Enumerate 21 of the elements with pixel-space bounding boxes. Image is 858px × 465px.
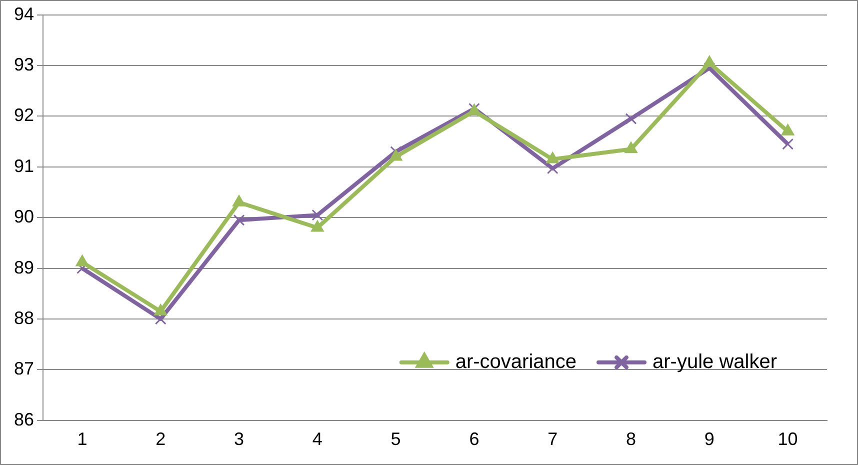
x-tick-label: 1 (77, 429, 88, 450)
y-tick-label: 89 (14, 257, 34, 278)
legend-label: ar-covariance (455, 350, 577, 373)
x-tick-label: 2 (156, 429, 166, 450)
y-tick-label: 86 (14, 409, 34, 430)
y-tick-label: 87 (14, 358, 34, 379)
y-tick-label: 94 (14, 4, 34, 24)
x-tick-label: 3 (234, 429, 244, 450)
x-tick-label: 6 (469, 429, 480, 450)
y-tick-label: 92 (14, 105, 34, 126)
legend-label: ar-yule walker (652, 350, 778, 373)
y-tick-label: 88 (14, 308, 34, 328)
x-tick-label: 9 (704, 429, 714, 450)
x-tick-label: 8 (626, 429, 636, 450)
x-tick-label: 7 (548, 429, 558, 450)
y-tick-label: 90 (14, 206, 34, 227)
x-tick-label: 5 (390, 429, 401, 450)
x-tick-label: 4 (312, 429, 322, 450)
y-tick-label: 91 (14, 156, 34, 176)
x-tick-label: 10 (778, 429, 798, 450)
y-tick-label: 93 (14, 54, 34, 74)
